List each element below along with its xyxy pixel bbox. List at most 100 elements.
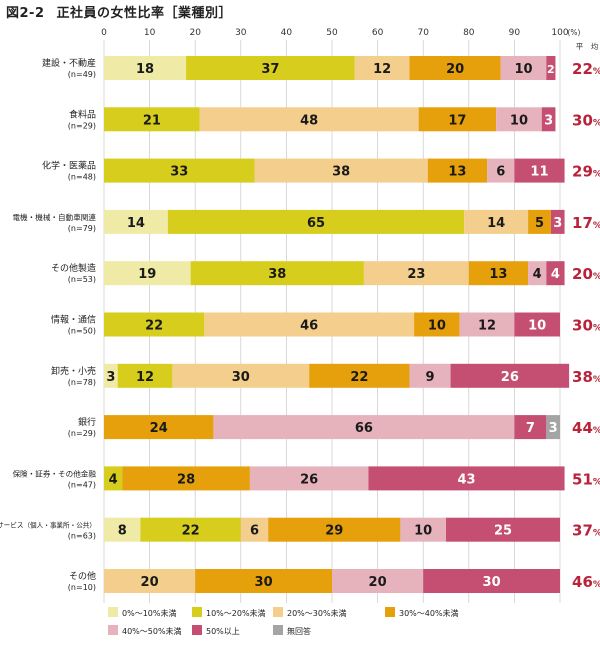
data-label: 3 [106, 370, 115, 385]
x-tick-label: 50 [326, 28, 338, 38]
bar-segment [104, 107, 200, 132]
data-label: 38 [268, 267, 286, 282]
legend-swatch [108, 607, 118, 617]
average-unit: % [593, 67, 600, 77]
data-label: 37 [261, 62, 279, 77]
data-label: 12 [373, 62, 391, 77]
data-label: 46 [300, 319, 318, 334]
average-value: 46% [572, 573, 600, 591]
bar-segment [363, 261, 469, 286]
x-unit-label: (%) [568, 28, 581, 37]
data-label: 22 [350, 370, 368, 385]
bar-segment [268, 517, 401, 542]
data-label: 10 [428, 319, 446, 334]
category-label: サービス（個人・事業所・公共） [0, 521, 96, 530]
data-label: 3 [553, 216, 562, 231]
bar-segment [528, 261, 547, 286]
bar-segment [354, 56, 410, 80]
legend-label: 0%～10%未満 [122, 608, 176, 618]
average-value: 17% [572, 214, 600, 232]
bar-segment [195, 569, 332, 593]
legend-label: 無回答 [287, 626, 311, 636]
average-number: 17 [572, 214, 593, 232]
data-label: 10 [414, 524, 432, 539]
data-label: 23 [407, 267, 425, 282]
data-label: 22 [145, 319, 163, 334]
category-n-label: (n=10) [68, 583, 96, 592]
bar-segment [104, 466, 123, 491]
data-label: 9 [426, 370, 435, 385]
data-label: 12 [136, 370, 154, 385]
data-label: 20 [369, 575, 387, 590]
bar-segment [450, 363, 570, 388]
data-label: 10 [514, 62, 532, 77]
bar-segment [104, 363, 118, 388]
bar-segment [427, 158, 488, 183]
bar-segment [400, 517, 446, 542]
bar-segment [546, 56, 556, 80]
x-tick-label: 10 [144, 28, 156, 38]
average-value: 51% [572, 470, 600, 488]
category-n-label: (n=29) [68, 429, 96, 438]
bar-segment [368, 466, 565, 491]
data-label: 6 [250, 524, 259, 539]
bar-segment [446, 517, 560, 542]
data-label: 4 [533, 267, 542, 282]
data-label: 26 [300, 472, 318, 487]
bar-segment [190, 261, 364, 286]
category-label: 卸売・小売 [51, 365, 96, 377]
legend-swatch [273, 625, 283, 635]
average-value: 20% [572, 265, 600, 283]
average-number: 44 [572, 419, 593, 437]
bar-segment [409, 363, 451, 388]
data-label: 28 [177, 472, 195, 487]
bar-segment [167, 209, 465, 234]
data-label: 3 [549, 421, 558, 436]
category-label: 食料品 [69, 108, 96, 120]
x-tick-label: 30 [235, 28, 247, 38]
legend-swatch [108, 625, 118, 635]
bar-segment [240, 517, 269, 542]
category-label: 化学・医薬品 [42, 160, 96, 172]
bar-segment [414, 312, 460, 337]
legend-label: 50%以上 [206, 627, 240, 636]
title-text: 正社員の女性比率［業種別］ [56, 6, 233, 21]
average-number: 20 [572, 265, 593, 283]
average-number: 29 [572, 163, 593, 181]
data-label: 38 [332, 165, 350, 180]
bar-segment [423, 569, 560, 593]
data-label: 29 [325, 524, 343, 539]
category-n-label: (n=63) [68, 532, 96, 541]
bar-segment [172, 363, 310, 388]
data-label: 18 [136, 62, 154, 77]
data-label: 65 [307, 216, 325, 231]
data-label: 2 [547, 63, 555, 76]
data-label: 11 [530, 165, 548, 180]
x-tick-label: 20 [189, 28, 201, 38]
bar-segment [514, 158, 565, 183]
category-n-label: (n=53) [68, 275, 96, 284]
data-label: 12 [478, 319, 496, 334]
data-label: 25 [494, 524, 512, 539]
average-unit: % [593, 221, 600, 231]
x-tick-label: 80 [463, 28, 475, 38]
average-unit: % [593, 272, 600, 282]
data-label: 14 [127, 216, 145, 231]
bar-segment [140, 517, 241, 542]
data-label: 22 [182, 524, 200, 539]
legend-label: 20%～30%未満 [287, 608, 347, 618]
data-label: 13 [448, 165, 466, 180]
data-label: 4 [551, 267, 560, 282]
average-number: 46 [572, 573, 593, 591]
data-label: 4 [109, 472, 118, 487]
category-label: 建設・不動産 [42, 57, 96, 69]
data-label: 5 [535, 216, 544, 231]
data-label: 10 [528, 319, 546, 334]
data-label: 48 [300, 113, 318, 128]
bar-segment [514, 312, 560, 337]
data-label: 20 [446, 62, 464, 77]
legend-swatch [385, 607, 395, 617]
average-unit: % [593, 580, 600, 590]
bar-segment [204, 312, 415, 337]
